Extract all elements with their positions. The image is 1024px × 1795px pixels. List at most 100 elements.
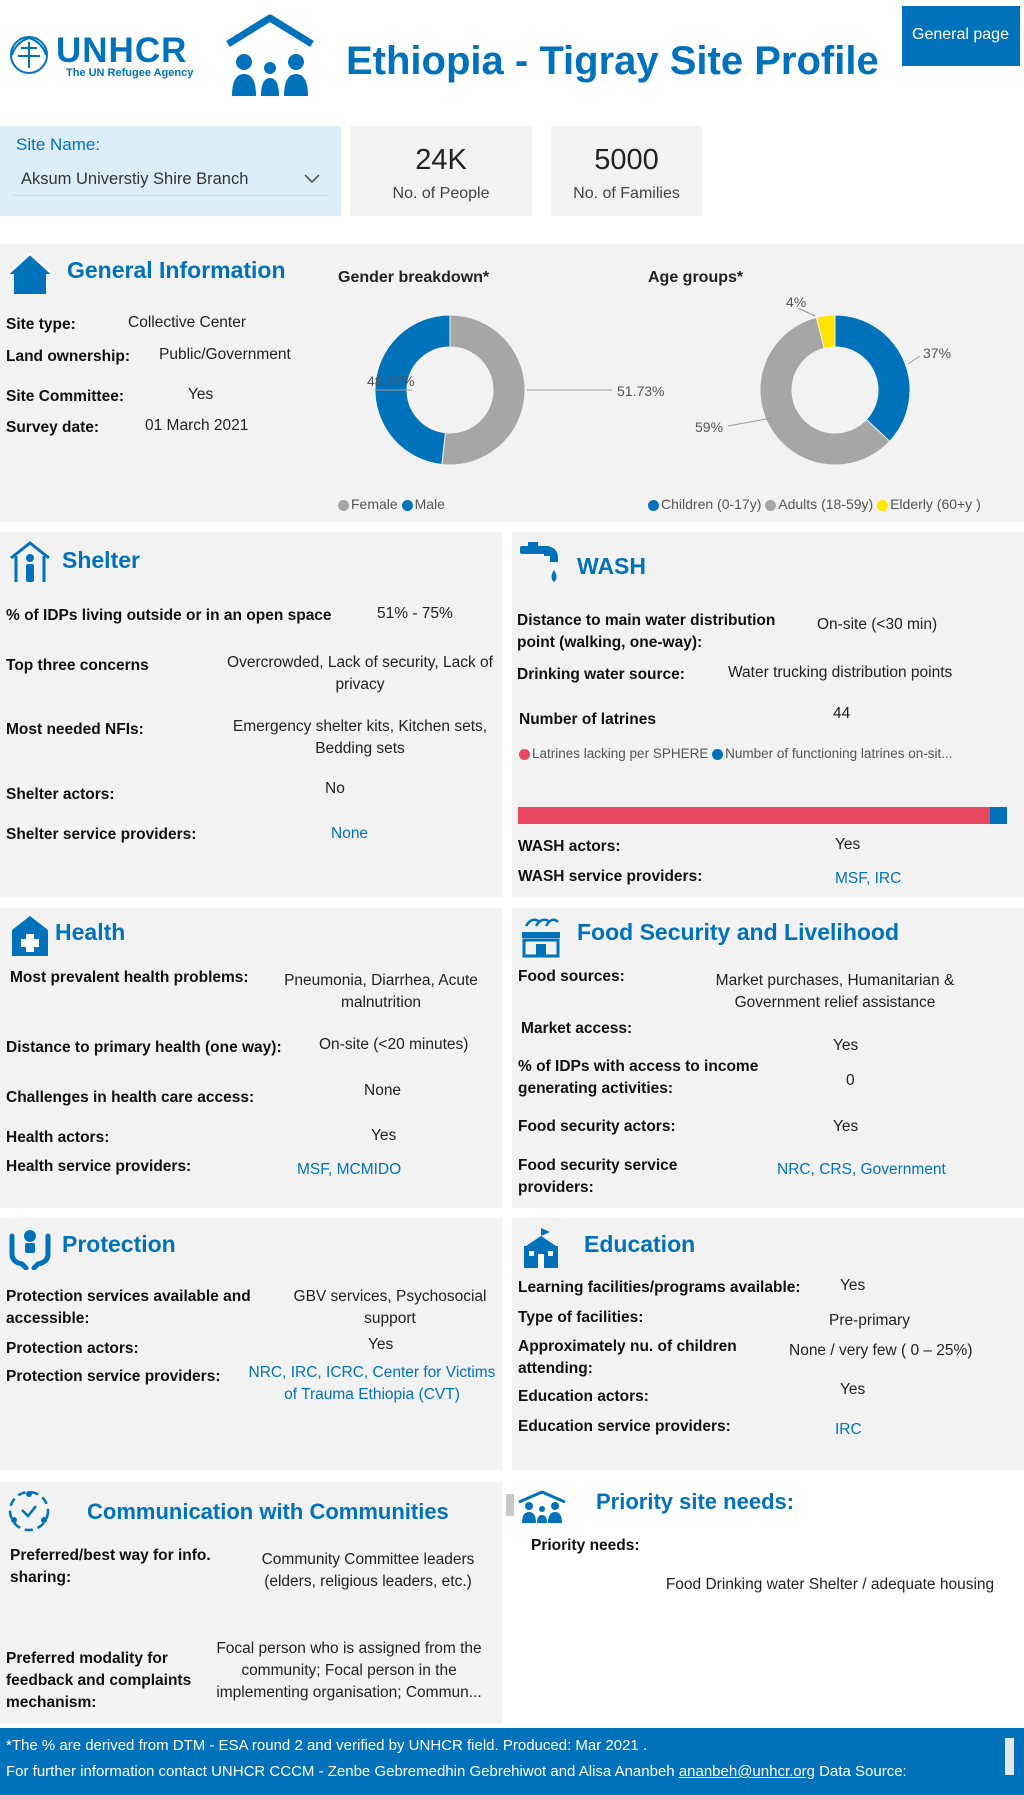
age-donut-chart: 37% 59% 4%	[695, 296, 951, 466]
protection-panel	[0, 1218, 502, 1470]
bar-segment-lacking[interactable]	[518, 807, 990, 824]
market-access-label: Market access:	[521, 1020, 633, 1037]
legend-item-lacking[interactable]: Latrines lacking per SPHERE	[519, 746, 708, 761]
legend-item-male[interactable]: Male	[401, 496, 445, 512]
bar-segment-functioning[interactable]	[989, 807, 1007, 824]
shelter-providers-value[interactable]: None	[331, 825, 369, 842]
wash-actors-value: Yes	[835, 836, 861, 853]
donut-slice-elderly[interactable]	[815, 314, 836, 349]
legend-elderly-marker	[877, 499, 889, 511]
wash-latrines-value: 44	[833, 705, 851, 722]
people-shelter-icon	[226, 14, 314, 96]
general-page-button[interactable]: General page	[902, 6, 1020, 66]
info-sharing-value: Community Committee leaders (elders, rel…	[261, 1551, 475, 1590]
footer-email-link[interactable]: ananbeh@unhcr.org	[678, 1763, 815, 1780]
education-providers-label: Education service providers:	[518, 1418, 731, 1435]
legend-lacking-label: Latrines lacking per SPHERE	[532, 746, 709, 761]
gender-chart-title: Gender breakdown*	[338, 269, 490, 286]
data-label-leader	[797, 307, 816, 317]
kpi-label: No. of Families	[573, 185, 680, 202]
legend-female-marker	[338, 499, 349, 511]
health-providers-value[interactable]: MSF, MCMIDO	[297, 1161, 402, 1178]
gender-legend: Female Male	[338, 496, 445, 512]
children-attending-value: None / very few ( 0 – 25%)	[789, 1342, 973, 1359]
education-providers-value[interactable]: IRC	[835, 1421, 862, 1438]
shelter-providers-label: Shelter service providers:	[6, 826, 197, 843]
shelter-open-space-value: 51% - 75%	[377, 605, 453, 622]
health-distance-label: Distance to primary health (one way):	[6, 1039, 282, 1056]
wash-panel	[512, 532, 1024, 897]
legend-male-marker	[401, 499, 413, 511]
donut-slice-female[interactable]	[441, 314, 526, 466]
food-providers-label: Food security service providers:	[518, 1157, 678, 1196]
legend-female-label: Female	[351, 496, 398, 512]
shelter-nfis-value: Emergency shelter kits, Kitchen sets, Be…	[232, 718, 488, 757]
legend-item-female[interactable]: Female	[338, 496, 398, 512]
chevron-down-icon[interactable]	[303, 172, 321, 186]
legend-item-children[interactable]: Children (0-17y)	[648, 496, 761, 512]
health-distance-value: On-site (<20 minutes)	[319, 1036, 469, 1053]
market-access-value: Yes	[833, 1037, 859, 1054]
health-problems-label: Most prevalent health problems:	[10, 969, 249, 986]
site-selector[interactable]: Site Name: Aksum Universtiy Shire Branch	[0, 126, 341, 216]
data-label: 37%	[923, 345, 951, 361]
shelter-actors-label: Shelter actors:	[6, 786, 115, 803]
land-ownership-value: Public/Government	[159, 346, 291, 363]
kpi-label: No. of People	[392, 185, 490, 202]
food-sources-value: Market purchases, Humanitarian & Governm…	[715, 972, 955, 1011]
unhcr-logo-subtitle: The UN Refugee Agency	[66, 67, 194, 79]
data-label-leader	[727, 417, 773, 427]
protection-providers-label: Protection service providers:	[6, 1368, 221, 1385]
site-committee-label: Site Committee:	[6, 388, 124, 405]
shelter-nfis-label: Most needed NFIs:	[6, 721, 144, 738]
shelter-title: Shelter	[62, 547, 140, 573]
donut-slice-children[interactable]	[834, 314, 911, 443]
communication-title: Communication with Communities	[87, 1499, 449, 1524]
age-legend: Children (0-17y) Adults (18-59y) Elderly…	[648, 496, 981, 512]
footer-scrollbar[interactable]	[1005, 1738, 1014, 1775]
donut-slice-male[interactable]	[374, 314, 451, 466]
people-group-icon	[518, 1490, 566, 1523]
wash-distance-label: Distance to main water distribution poin…	[517, 612, 776, 651]
wash-latrines-label: Number of latrines	[519, 711, 656, 728]
footer-data-source: Data Source:	[814, 1763, 907, 1780]
legend-item-elderly[interactable]: Elderly (60+y )	[877, 496, 981, 512]
kpi-value: 5000	[594, 144, 659, 176]
food-security-panel	[512, 908, 1024, 1208]
site-name-label: Site Name:	[16, 135, 101, 154]
priority-scroll-marker	[506, 1494, 514, 1516]
kpi-card-people: 24K No. of People	[350, 126, 532, 216]
survey-date-label: Survey date:	[6, 419, 100, 436]
latrines-legend: Latrines lacking per SPHERE Number of fu…	[519, 746, 952, 761]
legend-lacking-marker	[519, 748, 530, 760]
shelter-open-space-label: % of IDPs living outside or in an open s…	[6, 607, 332, 624]
protection-title: Protection	[62, 1231, 176, 1257]
wash-providers-value[interactable]: MSF, IRC	[835, 870, 902, 887]
priority-needs-value: Food Drinking water Shelter / adequate h…	[665, 1576, 995, 1593]
protection-providers-value[interactable]: NRC, IRC, ICRC, Center for Victims of Tr…	[248, 1364, 496, 1403]
legend-item-adults[interactable]: Adults (18-59y)	[765, 496, 873, 512]
health-title: Health	[55, 919, 126, 945]
house-icon	[7, 252, 53, 294]
education-actors-value: Yes	[840, 1381, 866, 1398]
water-tap-icon	[520, 542, 558, 582]
facility-type-value: Pre-primary	[829, 1312, 910, 1329]
food-providers-value[interactable]: NRC, CRS, Government	[777, 1161, 946, 1178]
legend-male-label: Male	[414, 496, 445, 512]
shelter-person-icon	[10, 541, 50, 582]
protection-hands-icon	[9, 1230, 51, 1270]
site-name-dropdown[interactable]: Aksum Universtiy Shire Branch	[13, 164, 328, 196]
legend-item-functioning[interactable]: Number of functioning latrines on-sit...	[712, 746, 952, 761]
food-market-icon	[522, 918, 560, 958]
shelter-panel	[0, 532, 502, 897]
children-attending-label: Approximately nu. of children attending:	[518, 1338, 737, 1377]
kpi-card-families: 5000 No. of Families	[551, 126, 702, 216]
latrines-stacked-bar	[518, 807, 1007, 824]
data-label: 59%	[695, 419, 723, 435]
donut-slice-adults[interactable]	[759, 316, 891, 466]
site-name-value: Aksum Universtiy Shire Branch	[21, 170, 249, 188]
protection-services-label: Protection services available and access…	[6, 1288, 251, 1327]
shelter-concerns-label: Top three concerns	[6, 657, 149, 674]
gender-donut-chart: 51.73% 48.27%	[367, 314, 664, 466]
unhcr-logo-text: UNHCR	[56, 31, 188, 70]
